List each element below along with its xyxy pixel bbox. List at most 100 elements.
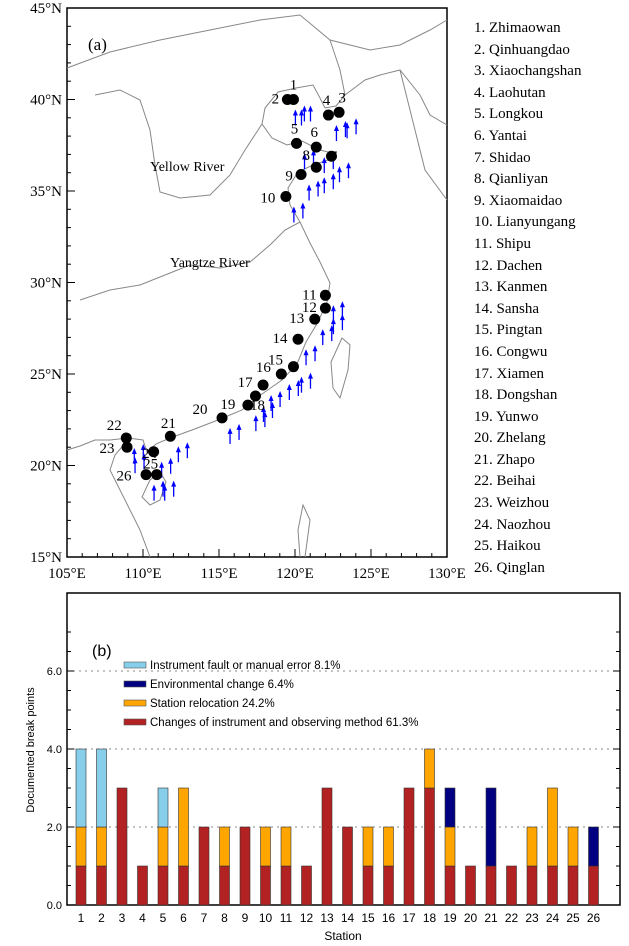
- x-tick-label: 9: [242, 911, 249, 925]
- station-list-item: 6. Yantai: [474, 127, 527, 144]
- lat-tick-label: 15°N: [30, 550, 62, 566]
- map-panel-label: (a): [88, 35, 107, 54]
- arrow-head-icon: [268, 394, 274, 401]
- x-tick-label: 25: [566, 911, 580, 925]
- arrow-head-icon: [353, 118, 359, 125]
- station-list-item: 25. Haikou: [474, 538, 541, 555]
- x-tick-label: 2: [98, 911, 105, 925]
- station-marker: [164, 430, 176, 442]
- station-marker: [275, 368, 287, 380]
- lon-tick-label: 115°E: [200, 566, 237, 580]
- lon-tick-label: 120°E: [276, 566, 314, 580]
- arrow-head-icon: [291, 206, 297, 213]
- arrow-head-icon: [292, 109, 298, 116]
- y-axis-label: Documented break points: [25, 687, 37, 813]
- bar-segment: [588, 826, 599, 867]
- station-list-item: 2. Qinhuangdao: [474, 41, 570, 58]
- arrow-head-icon: [311, 149, 317, 156]
- x-tick-label: 20: [464, 911, 478, 925]
- legend-label: Environmental change 6.4%: [150, 679, 294, 691]
- station-list-item: 14. Sansha: [474, 300, 539, 317]
- bar-segment: [526, 865, 538, 906]
- station-number: 14: [273, 331, 289, 347]
- arrow-head-icon: [339, 314, 345, 321]
- arrow-head-icon: [140, 444, 146, 451]
- bar-segment: [485, 865, 497, 906]
- bar-segment: [239, 826, 251, 906]
- arrow-head-icon: [321, 177, 327, 184]
- arrow-head-icon: [160, 480, 166, 487]
- bar-segment: [96, 748, 107, 828]
- arrow-head-icon: [320, 329, 326, 336]
- station-list-item: 24. Naozhou: [474, 516, 551, 533]
- bar-segment: [424, 748, 435, 789]
- arrow-head-icon: [306, 184, 312, 191]
- bar-segment: [96, 826, 107, 867]
- station-marker: [242, 399, 254, 411]
- station-list-item: 12. Dachen: [474, 257, 543, 274]
- bar-segment: [403, 787, 415, 906]
- station-marker: [140, 469, 152, 481]
- arrow-head-icon: [336, 166, 342, 173]
- lat-axis: 15°N 20°N 25°N 30°N 35°N 40°N 45°N: [30, 1, 75, 566]
- arrow-head-icon: [262, 411, 268, 418]
- chart-panel-label: (b): [92, 643, 112, 660]
- station-marker: [120, 432, 132, 444]
- bar-segment: [198, 826, 210, 906]
- x-tick-label: 15: [361, 911, 375, 925]
- x-tick-label: 5: [160, 911, 167, 925]
- arrow-head-icon: [330, 305, 336, 312]
- lat-tick-label: 30°N: [30, 276, 62, 292]
- station-list-item: 10. Lianyungang: [474, 214, 576, 231]
- station-list-item: 7. Shidao: [474, 149, 531, 166]
- arrow-head-icon: [175, 446, 181, 453]
- bar-segment: [157, 787, 169, 828]
- station-marker: [310, 141, 322, 153]
- station-list-item: 11. Shipu: [474, 235, 531, 252]
- station-number: 3: [338, 90, 346, 106]
- legend-swatch: [123, 718, 147, 726]
- x-tick-label: 4: [139, 911, 146, 925]
- arrow-head-icon: [151, 484, 157, 491]
- bar-segment: [280, 826, 292, 867]
- bar-segment: [219, 865, 230, 906]
- bar-segment: [75, 865, 87, 906]
- lon-tick-label: 105°E: [48, 566, 86, 580]
- bar-segment: [383, 826, 394, 867]
- bar-segment: [547, 865, 558, 906]
- x-tick-label: 22: [505, 911, 519, 925]
- legend-swatch: [123, 661, 147, 669]
- bar-segment: [567, 865, 579, 906]
- station-number: 11: [302, 287, 316, 303]
- bar-segment: [362, 865, 374, 906]
- arrow-head-icon: [295, 380, 301, 386]
- station-marker: [216, 412, 228, 424]
- arrow-head-icon: [159, 461, 165, 468]
- arrow-head-icon: [141, 453, 147, 460]
- bar-segment: [362, 826, 374, 867]
- x-tick-label: 1: [78, 911, 85, 925]
- legend-label: Changes of instrument and observing meth…: [150, 717, 419, 729]
- x-tick-label: 8: [221, 911, 228, 925]
- arrow-head-icon: [339, 301, 345, 308]
- station-list-item: 5. Longkou: [474, 106, 544, 123]
- bar-segment: [178, 787, 189, 867]
- station-list-item: 8. Qianliyan: [474, 171, 549, 188]
- station-number: 25: [143, 457, 158, 473]
- bar-segment: [526, 826, 538, 867]
- arrow-head-icon: [301, 105, 307, 112]
- legend-label: Instrument fault or manual error 8.1%: [150, 660, 340, 672]
- station-marker: [287, 361, 299, 373]
- bar-segment: [75, 826, 87, 867]
- station-number: 15: [268, 353, 283, 369]
- station-marker: [319, 302, 331, 314]
- station-number: 17: [238, 375, 254, 391]
- x-tick-label: 21: [484, 911, 498, 925]
- arrow-head-icon: [321, 157, 327, 164]
- arrow-head-icon: [184, 442, 190, 449]
- arrow-head-icon: [227, 427, 233, 434]
- lat-tick-label: 45°N: [30, 1, 62, 17]
- arrow-head-icon: [171, 480, 177, 487]
- legend-label: Station relocation 24.2%: [150, 698, 275, 710]
